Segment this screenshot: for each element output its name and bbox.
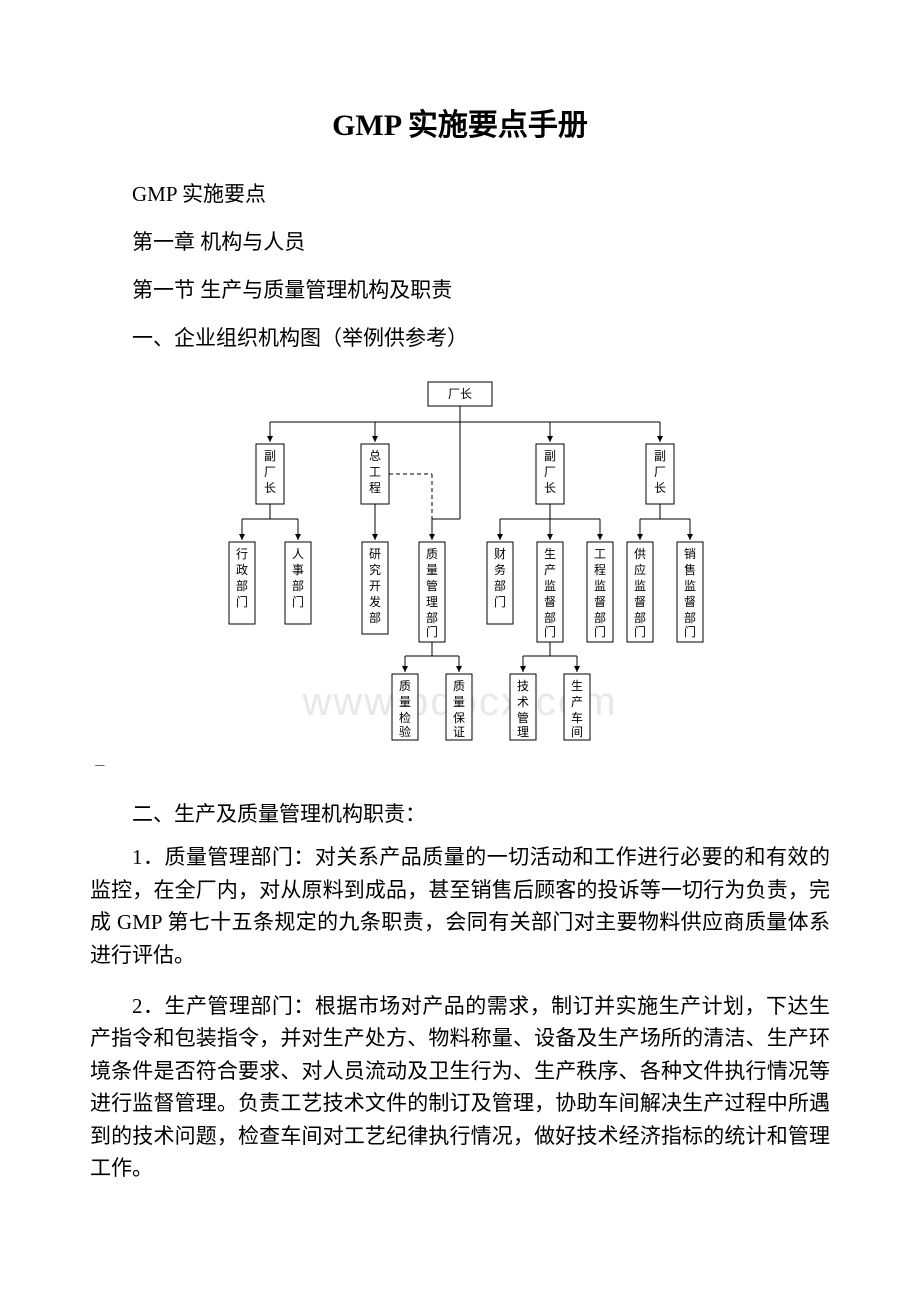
svg-text:事: 事 [292, 563, 304, 577]
svg-text:监: 监 [684, 579, 696, 593]
svg-text:门: 门 [634, 624, 646, 639]
svg-text:量: 量 [399, 695, 411, 709]
svg-text:督: 督 [544, 594, 556, 609]
svg-text:质: 质 [399, 679, 411, 693]
svg-text:厂: 厂 [264, 465, 276, 479]
svg-text:督: 督 [684, 594, 696, 609]
svg-text:财: 财 [494, 547, 506, 561]
document-title: GMP 实施要点手册 [90, 100, 830, 144]
svg-text:技: 技 [517, 679, 529, 693]
svg-text:质: 质 [426, 547, 438, 561]
svg-text:门: 门 [236, 594, 248, 609]
svg-text:部: 部 [684, 610, 696, 625]
separator-dash: – [95, 754, 830, 775]
svg-text:检: 检 [399, 710, 411, 725]
org-chart-container: 厂长 副 厂 长 总 工 程 副 厂 长 副 [90, 374, 830, 744]
heading-line-4: 一、企业组织机构图（举例供参考） [90, 316, 830, 360]
svg-text:部: 部 [369, 610, 381, 625]
svg-text:长: 长 [654, 481, 666, 495]
svg-text:产: 产 [544, 563, 556, 577]
org-chart-svg: 厂长 副 厂 长 总 工 程 副 厂 长 副 [180, 374, 740, 744]
svg-text:部: 部 [634, 610, 646, 625]
svg-text:门: 门 [594, 624, 606, 639]
svg-text:厂: 厂 [544, 465, 556, 479]
svg-text:门: 门 [292, 594, 304, 609]
svg-text:务: 务 [494, 562, 506, 577]
svg-text:行: 行 [236, 547, 248, 561]
svg-text:监: 监 [634, 579, 646, 593]
svg-text:生: 生 [571, 679, 583, 693]
svg-text:售: 售 [684, 562, 696, 577]
svg-text:副: 副 [264, 449, 276, 463]
svg-text:长: 长 [544, 481, 556, 495]
svg-text:门: 门 [426, 624, 438, 639]
svg-text:发: 发 [369, 594, 381, 609]
svg-text:工: 工 [594, 547, 606, 561]
svg-text:程: 程 [369, 480, 381, 495]
document-content: GMP 实施要点手册 GMP 实施要点 第一章 机构与人员 第一节 生产与质量管… [90, 100, 830, 1185]
svg-text:量: 量 [453, 695, 465, 709]
heading-line-1: GMP 实施要点 [90, 172, 830, 216]
paragraph-1: 1．质量管理部门：对关系产品质量的一切活动和工作进行必要的和有效的监控，在全厂内… [90, 841, 830, 971]
svg-text:部: 部 [594, 610, 606, 625]
svg-text:部: 部 [544, 610, 556, 625]
svg-text:督: 督 [594, 594, 606, 609]
svg-text:管: 管 [517, 710, 529, 725]
svg-text:应: 应 [634, 562, 646, 577]
svg-text:副: 副 [654, 449, 666, 463]
svg-text:人: 人 [292, 547, 304, 561]
svg-text:保: 保 [453, 711, 465, 725]
svg-text:长: 长 [264, 481, 276, 495]
svg-text:部: 部 [494, 578, 506, 593]
svg-text:理: 理 [517, 725, 529, 739]
svg-text:理: 理 [426, 595, 438, 609]
svg-text:监: 监 [594, 579, 606, 593]
svg-text:车: 车 [571, 710, 583, 725]
svg-text:监: 监 [544, 579, 556, 593]
svg-text:供: 供 [634, 547, 646, 561]
svg-text:门: 门 [684, 624, 696, 639]
heading-line-3: 第一节 生产与质量管理机构及职责 [90, 268, 830, 312]
svg-text:产: 产 [571, 695, 583, 709]
svg-text:政: 政 [236, 563, 248, 577]
svg-text:部: 部 [236, 578, 248, 593]
org-node-top: 厂长 [448, 387, 472, 401]
svg-text:部: 部 [292, 578, 304, 593]
svg-text:证: 证 [453, 725, 465, 739]
svg-text:生: 生 [544, 547, 556, 561]
svg-text:销: 销 [684, 547, 696, 561]
svg-text:部: 部 [426, 610, 438, 625]
paragraph-2: 2．生产管理部门：根据市场对产品的需求，制订并实施生产计划，下达生产指令和包装指… [90, 990, 830, 1185]
svg-text:总: 总 [369, 449, 381, 463]
svg-text:管: 管 [426, 578, 438, 593]
svg-text:量: 量 [426, 563, 438, 577]
svg-text:门: 门 [544, 624, 556, 639]
svg-text:研: 研 [369, 547, 381, 561]
svg-text:督: 督 [634, 594, 646, 609]
svg-text:质: 质 [453, 679, 465, 693]
svg-text:开: 开 [369, 579, 381, 593]
svg-text:副: 副 [544, 449, 556, 463]
heading-line-2: 第一章 机构与人员 [90, 220, 830, 264]
svg-text:验: 验 [399, 724, 411, 739]
section-2-heading: 二、生产及质量管理机构职责： [90, 793, 830, 835]
svg-text:究: 究 [369, 562, 381, 577]
svg-text:程: 程 [594, 562, 606, 577]
svg-text:门: 门 [494, 594, 506, 609]
svg-text:术: 术 [517, 695, 529, 709]
svg-text:工: 工 [369, 465, 381, 479]
svg-text:厂: 厂 [654, 465, 666, 479]
svg-text:间: 间 [571, 725, 583, 739]
